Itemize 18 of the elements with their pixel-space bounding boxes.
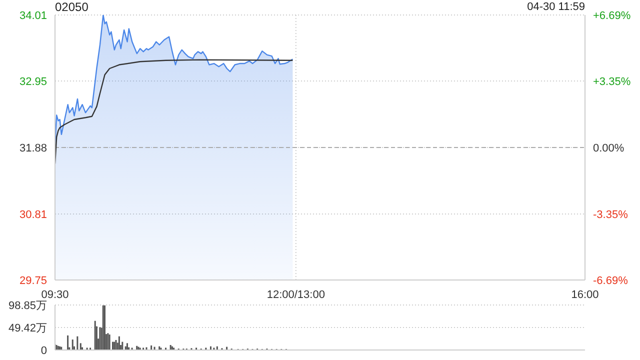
- x-tick-label: 12:00/13:00: [266, 289, 325, 301]
- y-tick-label: 34.01: [19, 10, 47, 22]
- y2-tick-label: -3.35%: [593, 208, 628, 221]
- x-tick-label: 09:30: [41, 289, 69, 301]
- chart-subtitle: 04-30 11:59: [527, 1, 585, 13]
- y2-tick-label: +3.35%: [593, 76, 631, 88]
- x-tick-label: 16:00: [571, 289, 599, 301]
- y-tick-label: 98.85万: [8, 300, 47, 312]
- y-tick-label: 0: [40, 345, 47, 357]
- y2-tick-label: 0.00%: [593, 142, 624, 154]
- y2-tick-label: -6.69%: [593, 275, 628, 287]
- y2-tick-label: +6.69%: [593, 10, 631, 22]
- chart-title: 02050: [55, 0, 88, 14]
- y-tick-label: 30.81: [19, 209, 47, 222]
- y-tick-label: 31.88: [19, 142, 47, 154]
- y-tick-label: 32.95: [19, 76, 47, 88]
- y-tick-label: 29.75: [19, 275, 47, 287]
- y-tick-label: 49.42万: [8, 322, 47, 334]
